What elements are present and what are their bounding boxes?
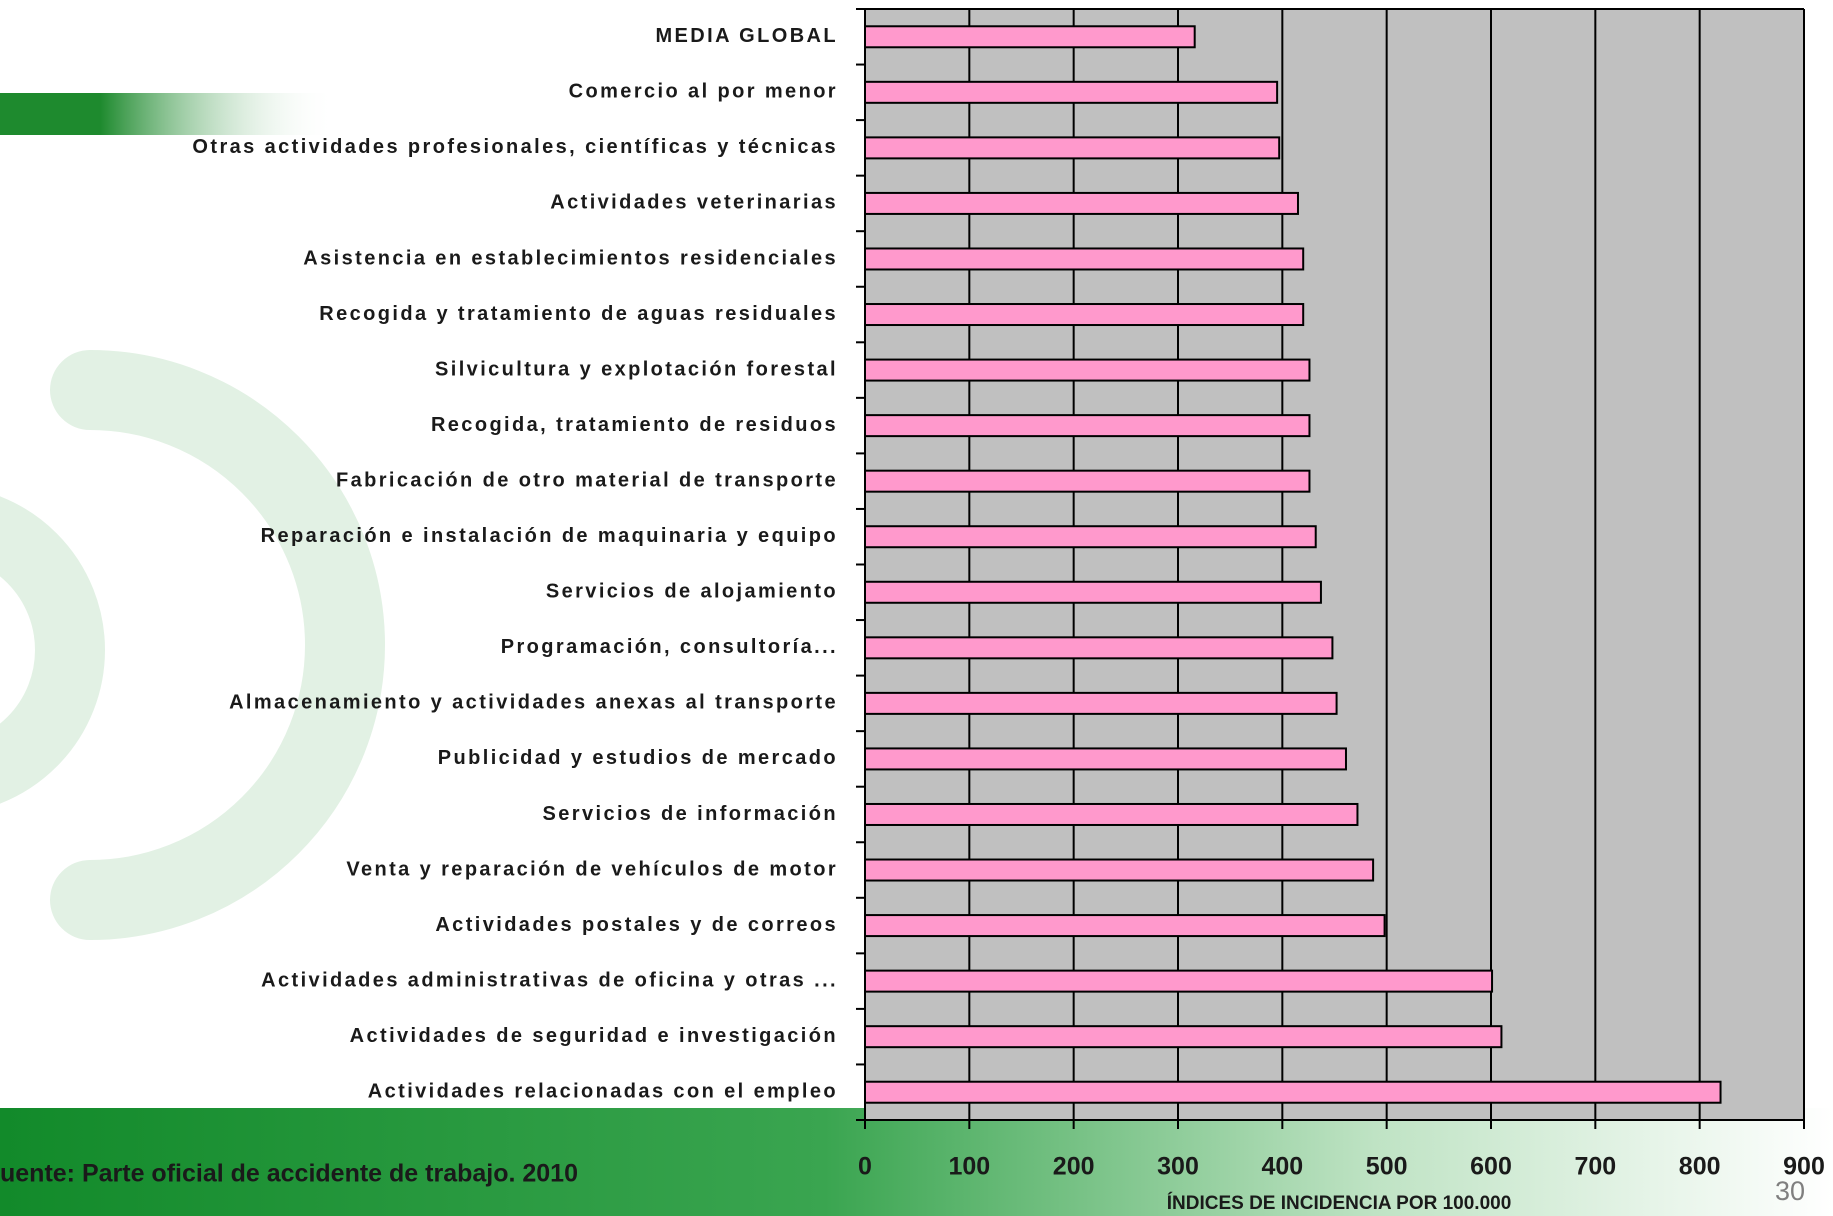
bar [864, 580, 1322, 604]
y-tick-label: Almacenamiento y actividades anexas al t… [229, 692, 838, 714]
y-tick-label: Actividades postales y de correos [435, 914, 838, 936]
bar [864, 1080, 1722, 1104]
y-tick-label: MEDIA GLOBAL [656, 25, 839, 47]
bar [864, 1025, 1503, 1049]
bar [864, 191, 1299, 215]
bar [864, 636, 1334, 660]
x-tick-label: 400 [1261, 1153, 1303, 1181]
y-tick-label: Recogida, tratamiento de residuos [431, 414, 838, 436]
y-tick-label: Recogida y tratamiento de aguas residual… [319, 303, 838, 325]
decor-arc [0, 496, 105, 804]
page-number: 30 [1775, 1176, 1805, 1206]
bar [864, 136, 1281, 160]
x-tick-label: 900 [1783, 1153, 1825, 1181]
bar [864, 469, 1311, 493]
y-tick-label: Venta y reparación de vehículos de motor [346, 858, 838, 880]
decor-band [0, 93, 335, 135]
plot: 0 100 200 300 400 500 600 700 800 900 MEDIA GLOBAL… [192, 8, 1825, 1181]
bar [864, 525, 1317, 549]
plot-background [865, 9, 1804, 1120]
source-note: uente: Parte oficial de accidente de tra… [0, 1160, 578, 1188]
bar [864, 25, 1196, 49]
x-tick-label: 0 [858, 1153, 872, 1181]
y-tick-label: Actividades veterinarias [550, 192, 838, 214]
y-tick-label: Actividades de seguridad e investigación [350, 1025, 838, 1047]
y-tick-label: Silvicultura y explotación forestal [435, 358, 838, 380]
x-tick-label: 100 [948, 1153, 990, 1181]
bar [864, 414, 1311, 438]
bar [864, 303, 1305, 327]
y-tick-label: Otras actividades profesionales, científ… [192, 136, 838, 158]
x-tick-label: 300 [1157, 1153, 1199, 1181]
bar [864, 247, 1305, 271]
bar [864, 914, 1386, 938]
y-tick-label: Actividades relacionadas con el empleo [368, 1081, 838, 1103]
y-tick-label: Reparación e instalación de maquinaria y… [261, 525, 838, 547]
x-tick-label: 500 [1366, 1153, 1408, 1181]
bar [864, 80, 1279, 104]
y-tick-label: Actividades administrativas de oficina y… [261, 969, 838, 991]
x-tick-label: 700 [1574, 1153, 1616, 1181]
y-tick-label: Servicios de información [543, 803, 838, 825]
bar [864, 691, 1338, 715]
decor-arc [50, 350, 385, 940]
x-tick-label: 600 [1470, 1153, 1512, 1181]
y-tick-label: Servicios de alojamiento [546, 581, 838, 603]
bar [864, 802, 1359, 826]
y-tick-label: Comercio al por menor [569, 81, 838, 103]
bar [864, 969, 1494, 993]
y-tick-label: Fabricación de otro material de transpor… [336, 469, 838, 491]
decor-footer [0, 1108, 1833, 1216]
bar [864, 858, 1375, 882]
y-tick-label: Asistencia en establecimientos residenci… [303, 247, 838, 269]
bar [864, 747, 1347, 771]
y-tick-label: Programación, consultoría... [501, 636, 838, 658]
x-tick-label: 200 [1053, 1153, 1095, 1181]
x-axis-label: ÍNDICES DE INCIDENCIA POR 100.000 [1167, 1192, 1512, 1214]
bar [864, 358, 1311, 382]
x-tick-label: 800 [1679, 1153, 1721, 1181]
y-tick-label: Publicidad y estudios de mercado [438, 747, 838, 769]
